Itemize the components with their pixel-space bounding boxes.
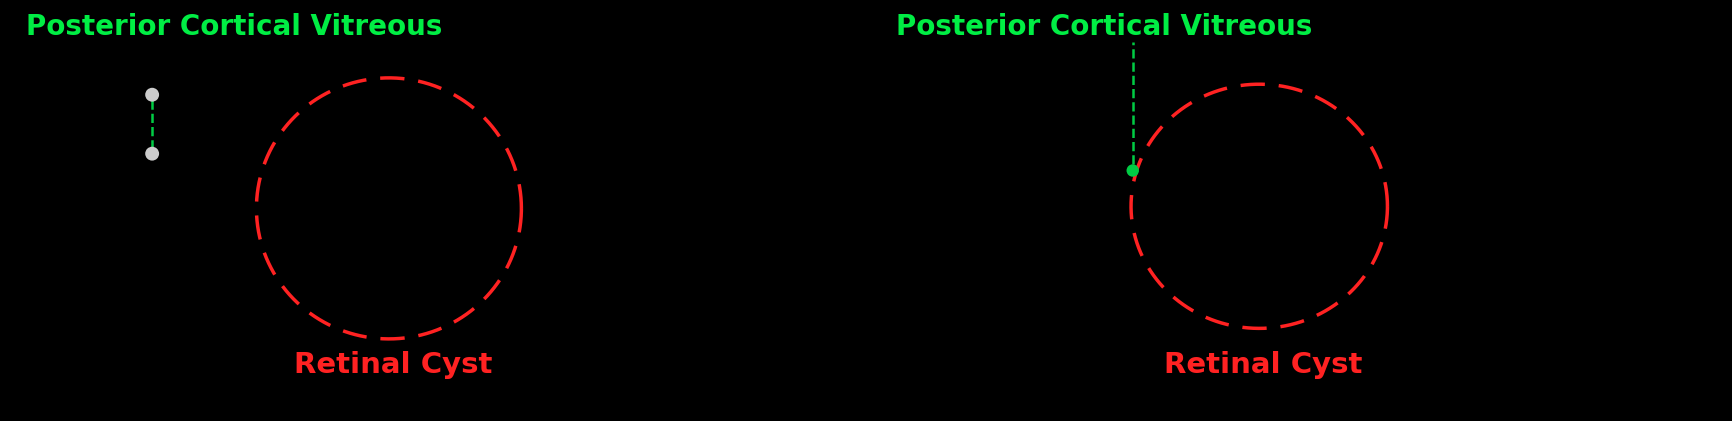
Text: Retinal Cyst: Retinal Cyst (294, 351, 492, 379)
Text: Posterior Cortical Vitreous: Posterior Cortical Vitreous (895, 13, 1313, 41)
Point (1119, 167, 1147, 174)
Text: Posterior Cortical Vitreous: Posterior Cortical Vitreous (26, 13, 442, 41)
Text: Retinal Cyst: Retinal Cyst (1164, 351, 1363, 379)
Point (139, 91, 166, 98)
Point (139, 150, 166, 157)
